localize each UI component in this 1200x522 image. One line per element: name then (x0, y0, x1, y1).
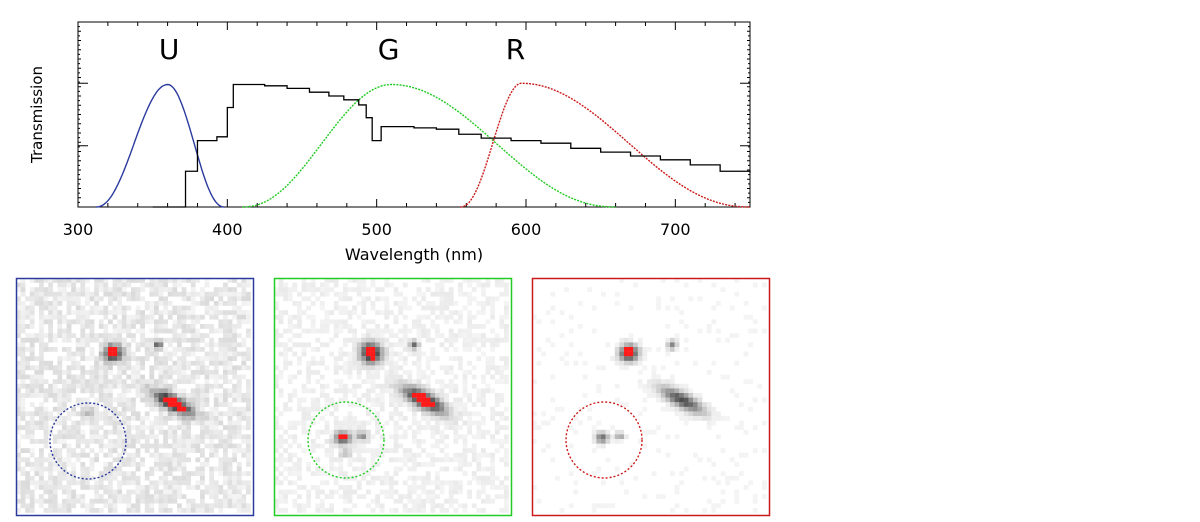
panel-image-pixels (16, 278, 251, 513)
panel-g-band (273, 277, 513, 517)
aperture-circle (49, 402, 127, 480)
y-axis-label: Transmission (28, 66, 46, 164)
aperture-circle (565, 401, 643, 479)
filter-transmission-plot: 300 400 500 600 700 Wavelength (nm) Transmis… (28, 21, 751, 264)
panel-image-pixels (532, 278, 767, 513)
panel-frame (531, 277, 771, 517)
panel-u-band (15, 277, 255, 517)
filter-label-g: G (378, 33, 400, 66)
x-tick-label: 600 (511, 220, 542, 239)
panel-image-pixels (274, 278, 509, 513)
x-tick-label: 400 (212, 220, 243, 239)
x-axis-label: Wavelength (nm) (345, 245, 483, 264)
x-tick-labels: 300 400 500 600 700 (63, 220, 691, 239)
series-detector (152, 83, 751, 208)
series-r (460, 82, 750, 208)
x-tick-label: 700 (660, 220, 691, 239)
series-u (95, 83, 225, 208)
panel-frame (273, 277, 513, 517)
x-tick-label: 300 (63, 220, 94, 239)
panel-frame (15, 277, 255, 517)
series-lines (95, 82, 751, 208)
image-panels (15, 277, 771, 517)
aperture-circle (307, 401, 385, 479)
x-tick-label: 500 (361, 220, 392, 239)
filter-label-u: U (159, 33, 180, 66)
panel-r-band (531, 277, 771, 517)
axis-ticks (77, 21, 750, 208)
series-g (242, 83, 616, 208)
filter-label-r: R (506, 33, 525, 66)
